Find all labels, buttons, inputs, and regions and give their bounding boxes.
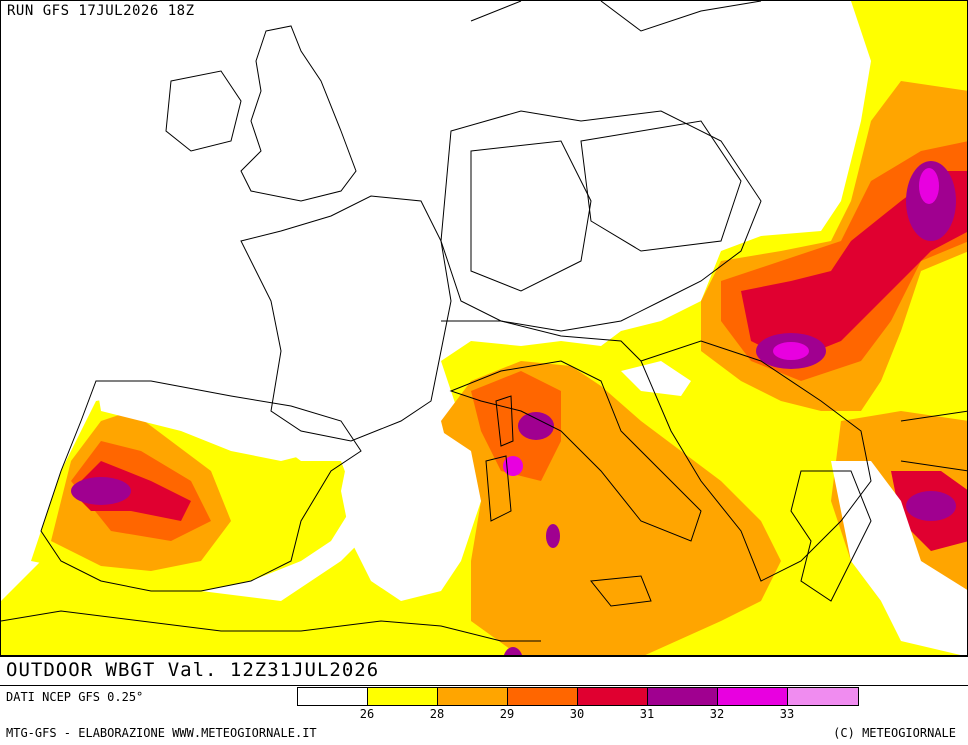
legend-swatch-0: [298, 688, 368, 705]
zone-purple-calabria: [546, 524, 560, 548]
legend-swatch-3: [508, 688, 578, 705]
zone-purple-iberia: [71, 477, 131, 505]
legend-tick-label: 31: [639, 707, 655, 721]
coastline-uk: [240, 25, 357, 202]
zone-magenta-ukraine: [919, 168, 939, 204]
wbgt-map: RUN GFS 17JUL2026 18Z: [0, 0, 968, 656]
zone-white-spain-inland: [96, 376, 331, 461]
coastline-iberia: [40, 380, 362, 592]
zone-purple-sardinia: [503, 456, 523, 476]
legend-swatch-7: [788, 688, 858, 705]
coastline-corsica: [495, 395, 514, 447]
map-title-bar: OUTDOOR WBGT Val. 12Z31JUL2026: [0, 656, 968, 686]
footer-credit: MTG-GFS - ELABORAZIONE WWW.METEOGIORNALE…: [6, 726, 317, 740]
run-label: RUN GFS 17JUL2026 18Z: [7, 3, 195, 19]
legend-tick-label: 32: [709, 707, 725, 721]
coastline-sicily: [590, 575, 652, 607]
coastline-layer: [1, 1, 967, 642]
wbgt-fill-layer: [1, 1, 967, 655]
coastline-france: [240, 195, 452, 442]
legend-tick-label: 26: [359, 707, 375, 721]
zone-white-aegean: [831, 461, 967, 655]
coastline-north-africa: [1, 610, 541, 642]
coastline-sardinia: [485, 455, 512, 522]
legend-tick-label: 28: [429, 707, 445, 721]
map-title: OUTDOOR WBGT Val. 12Z31JUL2026: [6, 659, 380, 681]
zone-purple-poitalia: [518, 412, 554, 440]
border-central-europe: [440, 110, 762, 332]
zone-magenta-hungary: [773, 342, 809, 360]
coastline-turkey: [900, 410, 967, 472]
zone-white-adriatic: [621, 361, 691, 396]
zone-white-france-coast: [341, 421, 481, 601]
legend-swatch-6: [718, 688, 788, 705]
map-canvas: [1, 1, 967, 655]
zone-darkorange-italy: [471, 371, 561, 481]
border-poland: [580, 120, 742, 252]
legend-tick-label: 29: [499, 707, 515, 721]
legend-ticks: 26 28 29 30 31 32 33: [297, 707, 859, 723]
border-germany: [470, 140, 592, 292]
legend-tick-label: 33: [779, 707, 795, 721]
zone-purple-greece: [906, 491, 956, 521]
coastline-greece: [790, 470, 872, 602]
zone-purple-tunisia: [503, 647, 523, 655]
legend-swatch-1: [368, 688, 438, 705]
coastline-scandinavia: [470, 1, 762, 32]
legend-tick-label: 30: [569, 707, 585, 721]
legend-swatch-2: [438, 688, 508, 705]
coastline-italy: [449, 360, 702, 542]
border-alps: [441, 320, 642, 362]
color-legend: [297, 687, 859, 706]
legend-swatch-5: [648, 688, 718, 705]
data-source-label: DATI NCEP GFS 0.25°: [6, 690, 144, 704]
coastline-ireland: [165, 70, 242, 152]
coastline-balkans: [640, 340, 872, 582]
footer-copyright: (C) METEOGIORNALE: [833, 726, 956, 740]
legend-swatch-4: [578, 688, 648, 705]
